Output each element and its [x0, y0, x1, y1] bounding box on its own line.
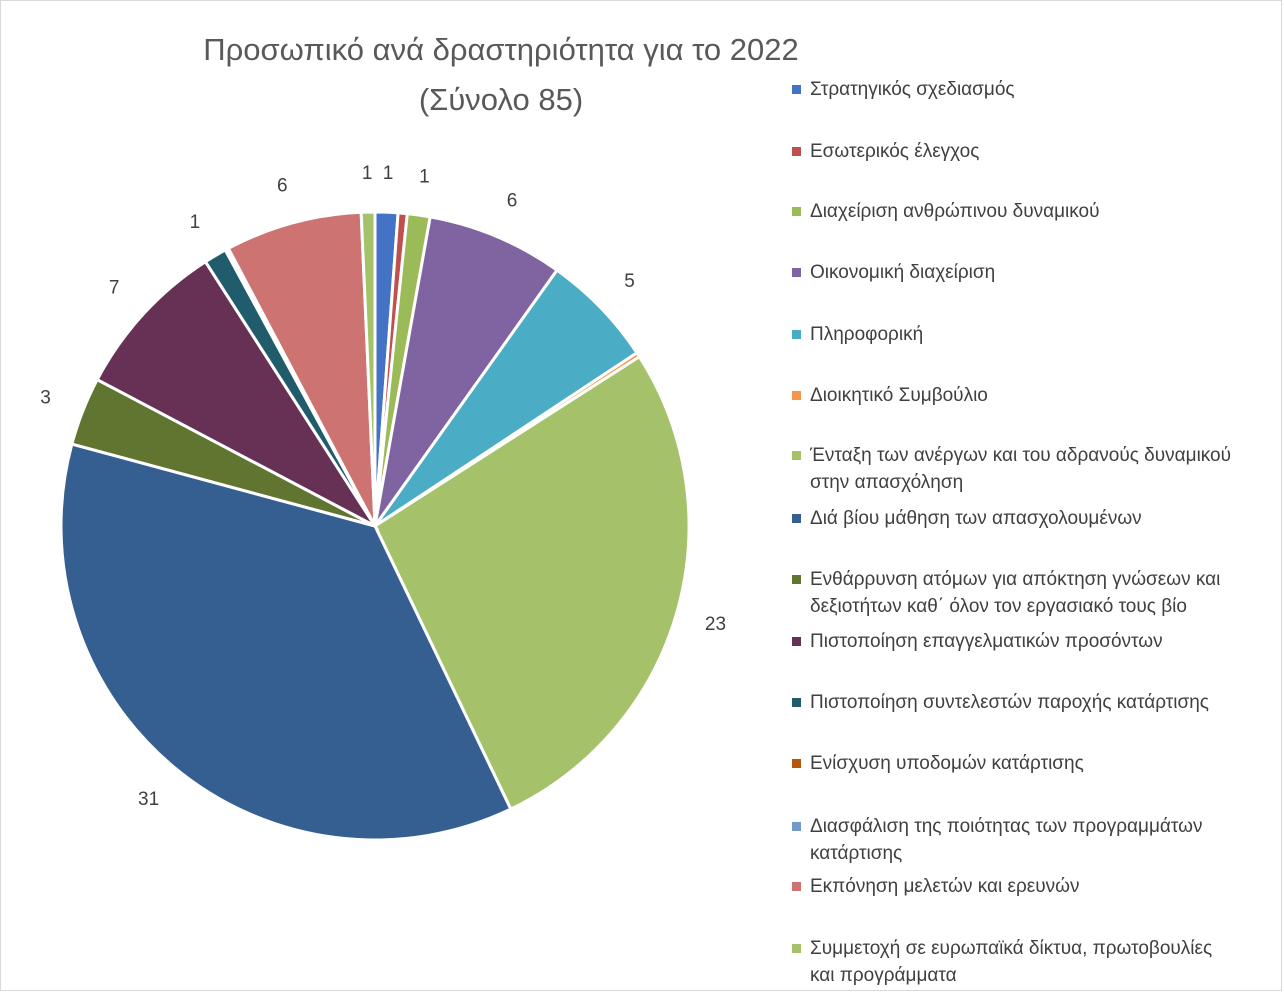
legend-label: Πληροφορική — [810, 324, 924, 345]
pie-slice — [373, 215, 560, 527]
legend-label: Εσωτερικός έλεγχος — [810, 141, 980, 162]
legend-swatch — [792, 330, 801, 339]
legend-label: Στρατηγικός σχεδιασμός — [810, 79, 1015, 100]
data-label: 3 — [40, 388, 51, 409]
legend-label: Εκπόνηση μελετών και ερευνών — [810, 876, 1080, 897]
legend-label: Διασφάλιση της ποιότητας των προγραμμάτω… — [810, 816, 1203, 864]
legend-swatch — [792, 451, 801, 460]
pie-slice — [59, 442, 513, 842]
legend-label: Οικονομική διαχείριση — [810, 262, 996, 283]
data-label: 23 — [705, 614, 726, 635]
data-label: 1 — [190, 212, 201, 233]
legend-swatch — [792, 944, 801, 953]
legend-swatch — [792, 822, 801, 831]
data-label: 31 — [138, 789, 159, 810]
legend-item: Διαχείριση ανθρώπινου δυναμικού — [792, 198, 1272, 225]
legend-item: Οικονομική διαχείριση — [792, 259, 1272, 286]
legend-swatch — [792, 882, 801, 891]
legend-label: Συμμετοχή σε ευρωπαϊκά δίκτυα, πρωτοβουλ… — [810, 938, 1213, 986]
legend-swatch — [792, 637, 801, 646]
pie-slice — [359, 210, 377, 527]
legend-label: Πιστοποίηση επαγγελματικών προσόντων — [810, 631, 1163, 652]
data-label: 6 — [277, 175, 288, 196]
legend-swatch — [792, 147, 801, 156]
data-label: 1 — [383, 163, 394, 184]
legend-item: Πιστοποίηση επαγγελματικών προσόντων — [792, 628, 1272, 655]
chart-title: Προσωπικό ανά δραστηριότητα για το 2022 — [203, 32, 799, 67]
data-label: 5 — [624, 271, 635, 292]
pie-slice — [373, 354, 691, 812]
pie-slice — [95, 259, 380, 530]
legend-item: Διοικητικό Συμβούλιο — [792, 382, 1272, 409]
legend-item: Εκπόνηση μελετών και ερευνών — [792, 873, 1272, 900]
legend-item: Ενθάρρυνση ατόμων για απόκτηση γνώσεων κ… — [792, 566, 1272, 620]
legend-swatch — [792, 698, 801, 707]
legend-swatch — [792, 514, 801, 523]
data-label: 7 — [109, 278, 120, 299]
legend-item: Στρατηγικός σχεδιασμός — [792, 76, 1272, 103]
legend-label: Ένταξη των ανέργων και του αδρανούς δυνα… — [810, 445, 1232, 493]
legend-swatch — [792, 575, 801, 584]
legend-swatch — [792, 268, 801, 277]
data-label: 1 — [419, 167, 430, 188]
legend-item: Πληροφορική — [792, 321, 1272, 348]
legend-label: Πιστοποίηση συντελεστών παροχής κατάρτισ… — [810, 692, 1209, 713]
data-label: 6 — [507, 191, 518, 212]
legend-item: Διά βίου μάθηση των απασχολουμένων — [792, 505, 1272, 532]
legend-item: Ένταξη των ανέργων και του αδρανούς δυνα… — [792, 442, 1272, 496]
legend-label: Ενθάρρυνση ατόμων για απόκτηση γνώσεων κ… — [810, 569, 1221, 617]
legend-label: Ενίσχυση υποδομών κατάρτισης — [810, 753, 1084, 774]
chart-subtitle: (Σύνολο 85) — [418, 82, 584, 117]
legend-item: Ενίσχυση υποδομών κατάρτισης — [792, 750, 1272, 777]
legend-item: Πιστοποίηση συντελεστών παροχής κατάρτισ… — [792, 689, 1272, 716]
legend-item: Συμμετοχή σε ευρωπαϊκά δίκτυα, πρωτοβουλ… — [792, 935, 1272, 989]
legend-label: Διοικητικό Συμβούλιο — [810, 385, 988, 406]
legend-item: Διασφάλιση της ποιότητας των προγραμμάτω… — [792, 813, 1272, 867]
legend-swatch — [792, 391, 801, 400]
pie-slice — [226, 210, 377, 527]
legend-swatch — [792, 207, 801, 216]
legend-label: Διαχείριση ανθρώπινου δυναμικού — [810, 201, 1100, 222]
legend-swatch — [792, 85, 801, 94]
legend-swatch — [792, 759, 801, 768]
legend-label: Διά βίου μάθηση των απασχολουμένων — [810, 508, 1142, 529]
data-label: 1 — [362, 163, 373, 184]
legend-item: Εσωτερικός έλεγχος — [792, 138, 1272, 165]
